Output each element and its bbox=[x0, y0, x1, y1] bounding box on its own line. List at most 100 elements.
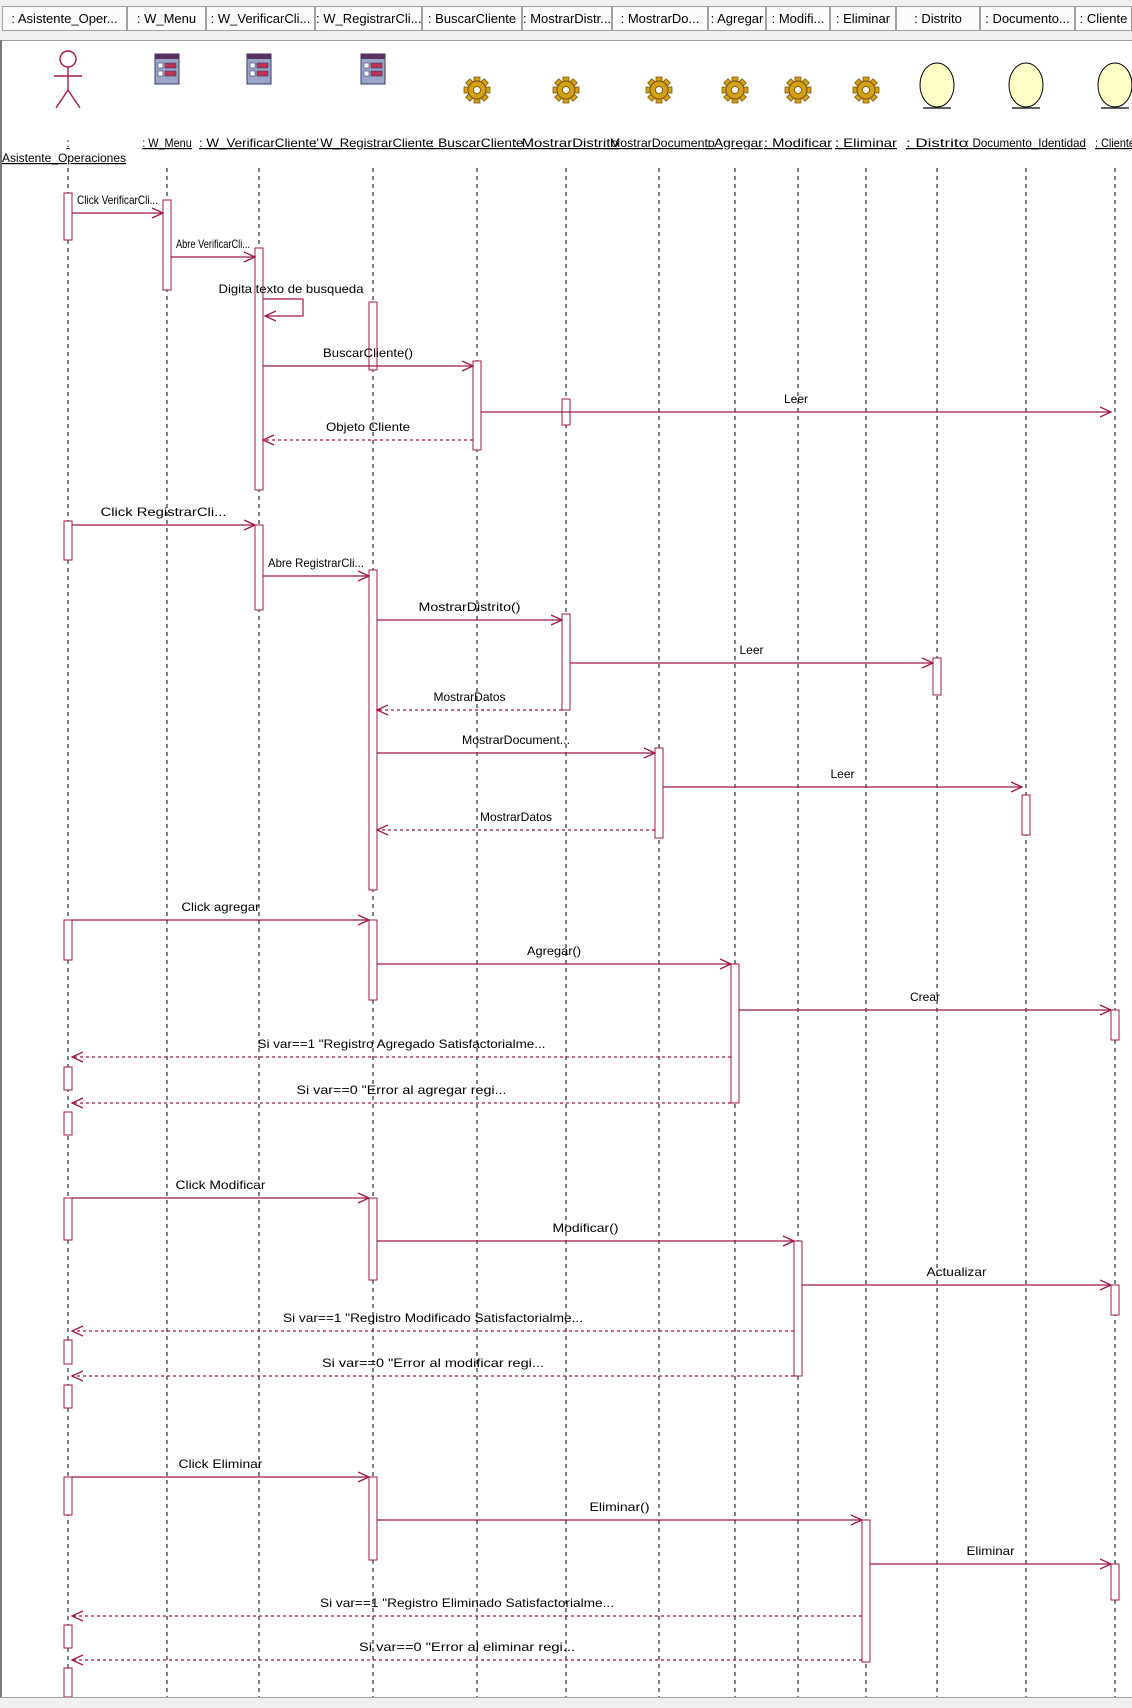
form-icon bbox=[246, 53, 272, 85]
activation-bar bbox=[1110, 1284, 1120, 1316]
activation-bar bbox=[63, 1111, 73, 1136]
activation-bar bbox=[63, 1339, 73, 1365]
entity-icon bbox=[1008, 62, 1044, 109]
message-label: Si var==0 "Error al agregar regi... bbox=[297, 1083, 507, 1097]
participant-label-wmenu: : W_Menu bbox=[142, 136, 192, 150]
participant-label-modificar: : Modificar bbox=[764, 136, 832, 150]
message-label: BuscarCliente() bbox=[323, 346, 413, 360]
sequence-diagram: :Asistente_Operaciones: W_Menu: W_Verifi… bbox=[2, 50, 1132, 1697]
activation-bar bbox=[561, 613, 571, 711]
activation-bar bbox=[368, 1197, 378, 1281]
message-label: Si var==1 "Registro Agregado Satisfactor… bbox=[258, 1037, 546, 1051]
activation-bar bbox=[472, 360, 482, 451]
participant-label-wregistrar: : W_RegistrarCliente bbox=[313, 136, 433, 150]
message-label: Objeto Cliente bbox=[326, 420, 410, 434]
activation-bar bbox=[793, 1240, 803, 1377]
entity-icon bbox=[919, 62, 955, 109]
header-cell-buscar[interactable]: : BuscarCliente bbox=[422, 6, 522, 31]
activation-bar bbox=[730, 963, 740, 1104]
activation-bar bbox=[63, 1197, 73, 1241]
activation-bar bbox=[63, 192, 73, 241]
header-cell-wmenu[interactable]: : W_Menu bbox=[127, 6, 206, 31]
message-label: Click RegistrarCli... bbox=[101, 505, 227, 519]
participant-label-actor: : bbox=[66, 136, 69, 150]
message-label: Leer bbox=[740, 643, 764, 657]
message-label: Actualizar bbox=[927, 1265, 987, 1279]
activation-bar bbox=[63, 1624, 73, 1649]
message-label: Leer bbox=[831, 767, 855, 781]
participant-label-mdocumento: : MostrarDocumento bbox=[603, 136, 715, 150]
participant-label-agregar: : Agregar bbox=[707, 136, 763, 150]
message-label: Modificar() bbox=[553, 1221, 619, 1235]
activation-bar bbox=[63, 1476, 73, 1516]
participant-label-actor-name: Asistente_Operaciones bbox=[2, 151, 126, 165]
participant-label-cliente: : Cliente bbox=[1095, 136, 1132, 150]
participant-label-documento: : Documento_Identidad bbox=[966, 136, 1086, 150]
activation-bar bbox=[1110, 1009, 1120, 1041]
header-cell-wregistrar[interactable]: : W_RegistrarCli... bbox=[315, 6, 422, 31]
activation-bar bbox=[654, 747, 664, 839]
participant-label-distrito: : Distrito bbox=[906, 136, 968, 150]
participant-label-mdistrito: : MostrarDistrito bbox=[513, 136, 619, 150]
message-arrow bbox=[263, 298, 304, 316]
message-label: Click Modificar bbox=[176, 1178, 266, 1192]
message-label: Si var==0 "Error al modificar regi... bbox=[322, 1356, 544, 1370]
message-label: Abre RegistrarCli... bbox=[268, 556, 364, 570]
activation-bar bbox=[932, 657, 942, 696]
participant-label-eliminar: : Eliminar bbox=[835, 136, 897, 150]
entity-icon bbox=[1097, 62, 1132, 109]
activation-bar bbox=[368, 1476, 378, 1561]
activation-bar bbox=[63, 919, 73, 961]
header-cell-mdocumento[interactable]: : MostrarDo... bbox=[612, 6, 708, 31]
activation-bar bbox=[861, 1519, 871, 1663]
header-cell-modificar[interactable]: : Modifi... bbox=[766, 6, 830, 31]
message-label: Si var==0 "Error al eliminar regi... bbox=[359, 1640, 575, 1654]
actor-icon bbox=[54, 50, 82, 109]
message-label: MostrarDatos bbox=[434, 690, 506, 704]
message-label: MostrarDocument... bbox=[462, 733, 570, 747]
message-label: Leer bbox=[784, 392, 808, 406]
activation-bar bbox=[63, 1667, 73, 1697]
activation-bar bbox=[63, 1384, 73, 1409]
header-cell-distrito[interactable]: : Distrito bbox=[896, 6, 980, 31]
header-cell-cliente[interactable]: : Cliente bbox=[1075, 6, 1132, 31]
activation-bar bbox=[368, 301, 378, 371]
message-label: Crear bbox=[910, 990, 940, 1004]
gear-icon bbox=[721, 76, 749, 104]
header-cell-agregar[interactable]: : Agregar bbox=[708, 6, 766, 31]
form-icon bbox=[154, 53, 180, 85]
activation-bar bbox=[63, 520, 73, 561]
message-label: MostrarDistrito() bbox=[419, 600, 521, 614]
message-label: Digita texto de busqueda bbox=[219, 282, 364, 296]
message-label: Eliminar() bbox=[590, 1500, 650, 1514]
gear-icon bbox=[645, 76, 673, 104]
message-label: MostrarDatos bbox=[480, 810, 552, 824]
participant-header-bar: : Asistente_Oper...: W_Menu: W_Verificar… bbox=[0, 0, 1132, 41]
activation-bar bbox=[254, 247, 264, 491]
header-cell-eliminar[interactable]: : Eliminar bbox=[830, 6, 896, 31]
gear-icon bbox=[784, 76, 812, 104]
activation-bar bbox=[254, 524, 264, 611]
header-cell-wverificar[interactable]: : W_VerificarCli... bbox=[206, 6, 315, 31]
participant-label-buscar: : BuscarCliente bbox=[431, 136, 524, 150]
activation-bar bbox=[1021, 794, 1031, 836]
activation-bar bbox=[368, 919, 378, 1001]
activation-bar bbox=[368, 569, 378, 891]
gear-icon bbox=[552, 76, 580, 104]
message-label: Eliminar bbox=[967, 1544, 1015, 1558]
header-cell-documento[interactable]: : Documento... bbox=[980, 6, 1075, 31]
diagram-left-border bbox=[0, 40, 2, 1700]
activation-bar bbox=[63, 1066, 73, 1091]
activation-bar bbox=[1110, 1563, 1120, 1601]
message-label: Abre VerificarCli... bbox=[176, 237, 250, 251]
message-label: Agregar() bbox=[527, 944, 581, 958]
gear-icon bbox=[852, 76, 880, 104]
header-cell-mdistrito[interactable]: : MostrarDistr... bbox=[522, 6, 612, 31]
message-label: Si var==1 "Registro Modificado Satisfact… bbox=[283, 1311, 583, 1325]
header-cell-actor[interactable]: : Asistente_Oper... bbox=[2, 6, 127, 31]
gear-icon bbox=[463, 76, 491, 104]
form-icon bbox=[360, 53, 386, 85]
message-label: Click VerificarCli... bbox=[77, 193, 158, 207]
message-label: Click Eliminar bbox=[179, 1457, 263, 1471]
diagram-bottom-scroll-area[interactable] bbox=[0, 1697, 1132, 1708]
